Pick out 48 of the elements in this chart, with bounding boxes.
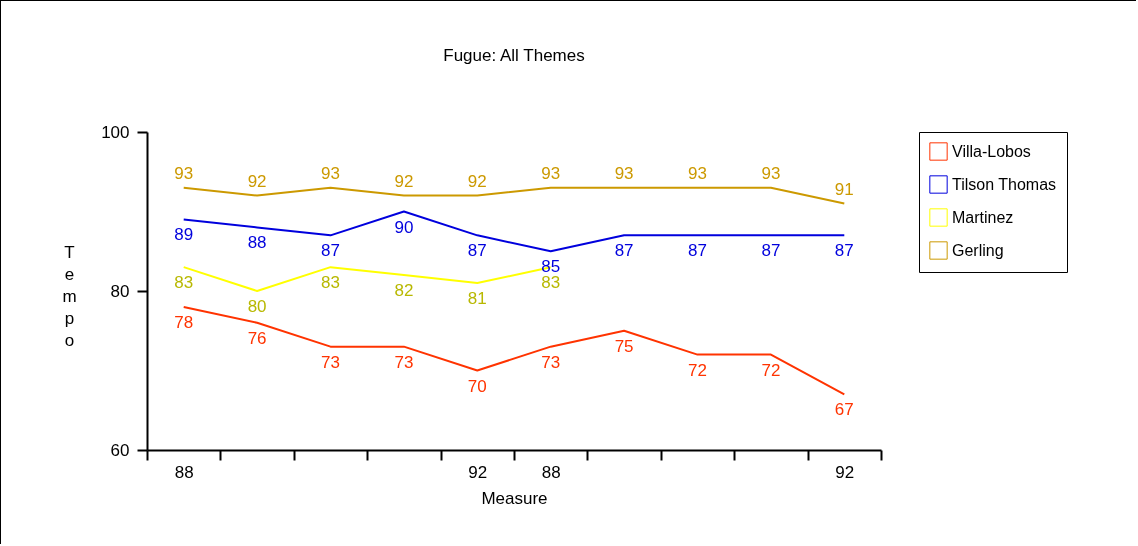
data-label: 93 [321,163,340,183]
y-axis-title: Tempo [62,242,77,350]
legend-label: Martinez [952,208,1014,226]
data-label: 75 [614,336,634,356]
data-label: 72 [761,360,781,380]
data-label: 67 [834,400,854,420]
data-label: 87 [614,241,634,261]
data-label: 83 [174,273,194,293]
data-label: 92 [467,171,487,191]
data-label: 73 [321,352,340,372]
data-label: 93 [761,163,781,183]
legend-label: Villa-Lobos [952,142,1031,160]
data-label: 88 [247,233,267,253]
data-label: 81 [467,289,487,309]
data-label: 90 [394,217,414,237]
data-label: 82 [394,281,414,301]
data-label: 72 [688,360,707,380]
data-label: 89 [174,225,194,245]
y-tick-label: 100 [101,122,130,142]
data-label: 87 [834,241,854,261]
chart-title: Fugue: All Themes [443,46,585,65]
y-tick-label: 60 [110,440,130,460]
data-label: 87 [761,241,781,261]
data-label: 87 [467,241,487,261]
data-label: 83 [321,273,340,293]
data-label: 87 [321,241,340,261]
data-label: 70 [467,376,487,396]
y-tick-label: 80 [110,281,130,301]
x-axis-title: Measure [481,488,548,508]
data-label: 93 [541,163,561,183]
legend-label: Gerling [952,241,1004,259]
data-label: 80 [247,297,267,316]
legend-label: Tilson Thomas [952,175,1057,193]
data-label: 93 [614,163,634,183]
x-tick-label: 88 [541,462,561,482]
x-tick-label: 92 [468,462,488,482]
data-label: 78 [174,312,194,332]
data-label: 93 [174,163,194,183]
data-label: 93 [688,163,707,183]
x-tick-label: 92 [835,462,855,482]
data-label: 92 [247,171,267,191]
data-label: 92 [394,171,414,191]
data-label: 73 [394,352,414,372]
data-label: 91 [834,179,854,199]
data-label: 87 [688,241,707,261]
data-label: 73 [541,352,561,372]
data-label: 76 [247,328,267,348]
x-tick-label: 88 [174,462,194,482]
